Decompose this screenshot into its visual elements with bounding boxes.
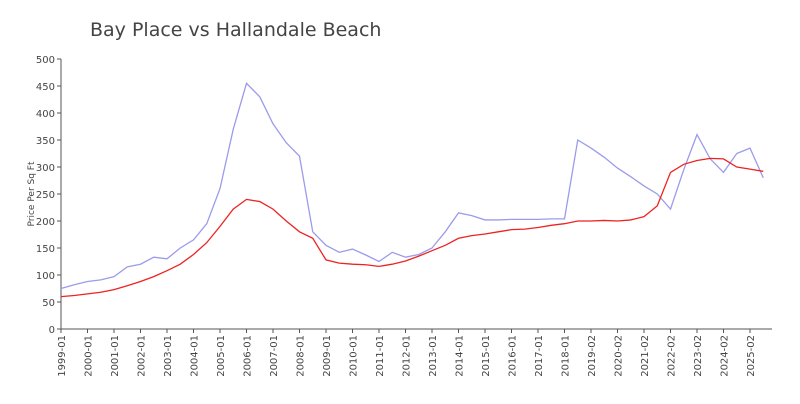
x-tick-label: 2021-02 <box>640 335 651 377</box>
x-tick-label: 2008-01 <box>296 335 307 377</box>
x-tick-label: 2025-02 <box>746 335 757 377</box>
x-tick-label: 2000-01 <box>84 335 95 377</box>
x-tick-label: 2015-01 <box>481 335 492 377</box>
y-tick-label: 150 <box>36 244 55 255</box>
x-tick-label: 2020-02 <box>614 335 625 377</box>
x-tick-label: 2023-02 <box>693 335 704 377</box>
y-tick-label: 0 <box>49 325 55 336</box>
x-tick-label: 2009-01 <box>322 335 333 377</box>
x-tick-label: 2010-01 <box>349 335 360 377</box>
x-tick-label: 2006-01 <box>243 335 254 377</box>
x-tick-label: 2001-01 <box>110 335 121 377</box>
x-tick-label: 2014-01 <box>455 335 466 377</box>
chart-title: Bay Place vs Hallandale Beach <box>90 19 381 41</box>
x-tick-label: 2018-01 <box>561 335 572 377</box>
x-tick-label: 2013-01 <box>428 335 439 377</box>
x-tick-label: 2016-01 <box>508 335 519 377</box>
series-line <box>60 157 764 298</box>
y-tick-label: 200 <box>36 217 55 228</box>
x-tick-label: 2019-02 <box>587 335 598 377</box>
x-tick-label: 2004-01 <box>190 335 201 377</box>
y-tick-label: 300 <box>36 163 55 174</box>
series-line <box>60 82 764 290</box>
y-tick-label: 100 <box>36 271 55 282</box>
y-tick-label: 250 <box>36 190 55 201</box>
x-tick-label: 2011-01 <box>375 335 386 377</box>
x-tick-label: 2012-01 <box>402 335 413 377</box>
x-tick-label: 2005-01 <box>216 335 227 377</box>
x-tick-label: 2007-01 <box>269 335 280 377</box>
x-tick-label: 2022-02 <box>667 335 678 377</box>
x-tick-label: 1999-01 <box>57 335 68 377</box>
y-tick-label: 450 <box>36 82 55 93</box>
y-tick-label: 350 <box>36 136 55 147</box>
x-tick-label: 2003-01 <box>163 335 174 377</box>
x-tick-label: 2002-01 <box>137 335 148 377</box>
y-tick-label: 400 <box>36 109 55 120</box>
x-tick-label: 2024-02 <box>720 335 731 377</box>
y-axis-label: Price Per Sq Ft <box>27 161 37 226</box>
y-tick-label: 50 <box>42 298 55 309</box>
x-tick-label: 2017-01 <box>534 335 545 377</box>
y-tick-label: 500 <box>36 55 55 66</box>
